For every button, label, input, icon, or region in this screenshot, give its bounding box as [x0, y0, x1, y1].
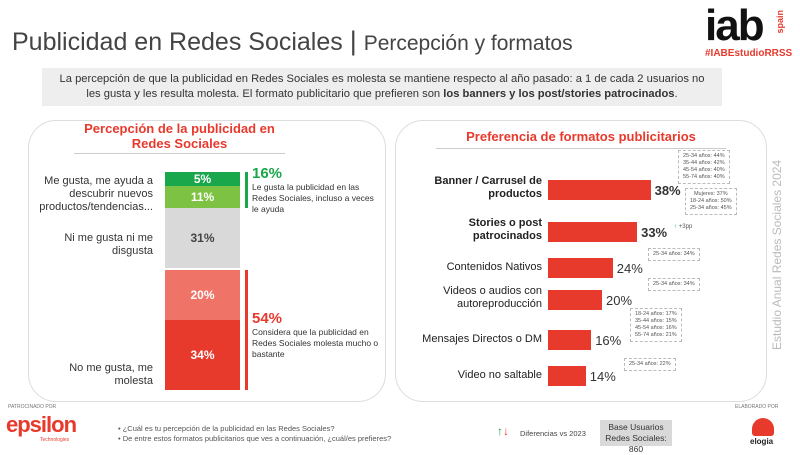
- perception-panel: Percepción de la publicidad en Redes Soc…: [28, 120, 386, 402]
- note-line: Mujeres: 37%: [693, 191, 728, 197]
- side-caption: Estudio Anual Redes Sociales 2024: [770, 159, 784, 350]
- format-label: Video no saltable: [457, 369, 542, 381]
- note-line: 25-34 años: 45%: [690, 205, 732, 211]
- note-line: 35-44 años: 15%: [635, 318, 677, 324]
- formats-panel: Preferencia de formatos publicitarios: [395, 120, 767, 402]
- note-line: 25-34 años: 44%: [683, 153, 725, 159]
- format-value: 20%: [606, 293, 633, 308]
- note-line: 45-54 años: 16%: [635, 325, 677, 331]
- format-value: 33%: [641, 225, 668, 240]
- perception-title: Percepción de la publicidad en Redes Soc…: [74, 121, 285, 154]
- positive-summary: 16% Le gusta la publicidad en las Redes S…: [252, 165, 377, 215]
- format-value: 16%: [595, 333, 622, 348]
- demographic-note: 25-34 años: 44% 35-44 años: 42% 45-54 años…: [678, 150, 730, 184]
- format-bar: [548, 330, 592, 350]
- intro-end: .: [674, 88, 678, 100]
- demographic-note: 25-34 años: 22%: [624, 358, 676, 371]
- iab-logo: iab spain #IABEstudioRRSS: [705, 1, 793, 60]
- stacked-segment: 5%: [165, 172, 240, 186]
- stacked-segment: 20%: [165, 270, 240, 320]
- demographic-note: 18-24 años: 17% 35-44 años: 15% 45-54 años…: [630, 308, 682, 342]
- note-line: 35-44 años: 42%: [683, 160, 725, 166]
- format-label: Banner / Carrusel de productos: [434, 175, 542, 200]
- question-1: ¿Cuál es tu percepción de la publicidad …: [122, 424, 335, 433]
- negative-summary: 54% Considera que la publicidad en Redes …: [252, 310, 382, 360]
- label-like: Me gusta, me ayuda a descubrir nuevos pr…: [39, 175, 153, 213]
- format-label: Contenidos Nativos: [446, 261, 542, 273]
- positive-text: Le gusta la publicidad en las Redes Soci…: [252, 182, 374, 214]
- stacked-segment: 11%: [165, 186, 240, 208]
- change-text: +3pp: [678, 224, 693, 230]
- note-line: 18-24 años: 17%: [635, 311, 677, 317]
- diff-arrows-icon: ↑↓: [497, 424, 509, 438]
- intro-text: La percepción de que la publicidad en Re…: [59, 73, 705, 100]
- page-title: Publicidad en Redes Sociales | Percepció…: [12, 26, 573, 57]
- note-line: 25-34 años: 34%: [653, 281, 695, 287]
- change-indicator: ↑ +3pp: [674, 224, 693, 230]
- format-label: Mensajes Directos o DM: [422, 333, 542, 345]
- note-line: 25-34 años: 34%: [653, 251, 695, 257]
- elogia-logo-icon: [752, 418, 774, 436]
- sponsor-label: PATROCINADO POR: [8, 404, 57, 410]
- note-line: 55-74 años: 21%: [635, 332, 677, 338]
- logo-text: iab: [705, 1, 765, 50]
- questions: • ¿Cuál es tu percepción de la publicida…: [118, 424, 392, 443]
- label-dislike: No me gusta, me molesta: [69, 362, 153, 387]
- note-line: 55-74 años: 40%: [683, 174, 725, 180]
- demographic-note: Mujeres: 37% 18-24 años: 50% 25-34 años: 4…: [685, 188, 737, 215]
- note-line: 25-34 años: 22%: [629, 361, 671, 367]
- diff-legend: Diferencias vs 2023: [520, 429, 586, 438]
- note-line: 45-54 años: 40%: [683, 167, 725, 173]
- stacked-segment: 31%: [165, 208, 240, 268]
- intro-box: La percepción de que la publicidad en Re…: [42, 68, 722, 106]
- title-separator: |: [349, 26, 357, 56]
- base-box: Base Usuarios Redes Sociales: 860: [600, 420, 672, 454]
- formats-title: Preferencia de formatos publicitarios: [436, 121, 726, 149]
- positive-pct: 16%: [252, 165, 283, 182]
- epsilon-logo: epsilon: [6, 412, 77, 437]
- format-value: 24%: [616, 261, 643, 276]
- format-bar: [548, 366, 586, 386]
- format-bar: [548, 258, 613, 278]
- page-subtitle: Percepción y formatos: [363, 32, 573, 55]
- demographic-note: 25-34 años: 34%: [648, 248, 700, 261]
- positive-bracket: [245, 172, 248, 208]
- question-2: De entre estos formatos publicitarios qu…: [122, 434, 392, 443]
- format-label: Stories o post patrocinados: [468, 217, 542, 242]
- format-value: 38%: [654, 183, 681, 198]
- sponsor-sub: Technologies: [40, 437, 70, 443]
- stacked-segment: 34%: [165, 320, 240, 390]
- format-bar: [548, 222, 638, 242]
- format-label: Videos o audios con autoreproducción: [443, 285, 542, 310]
- elogia-logo: elogia: [750, 437, 774, 446]
- format-bar: [548, 180, 651, 200]
- format-value: 14%: [589, 369, 616, 384]
- negative-text: Considera que la publicidad en Redes Soc…: [252, 327, 379, 359]
- logo-suffix: spain: [775, 10, 785, 34]
- label-neutral: Ni me gusta ni me disgusta: [64, 232, 153, 257]
- negative-pct: 54%: [252, 310, 283, 327]
- format-bar: [548, 290, 602, 310]
- made-label: ELABORADO POR: [735, 404, 779, 410]
- negative-bracket: [245, 270, 248, 390]
- intro-bold: los banners y los post/stories patrocina…: [443, 88, 675, 100]
- hashtag: #IABEstudioRRSS: [705, 48, 793, 59]
- note-line: 18-24 años: 50%: [690, 198, 732, 204]
- title-main: Publicidad en Redes Sociales: [12, 28, 343, 56]
- demographic-note: 25-34 años: 34%: [648, 278, 700, 291]
